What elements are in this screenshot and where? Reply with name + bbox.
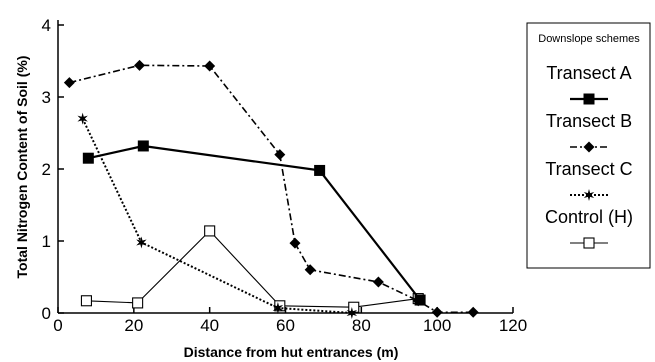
series-transect-b [63, 59, 479, 318]
x-axis-title: Distance from hut entrances (m) [184, 344, 399, 360]
x-tick-label: 60 [276, 316, 295, 335]
legend-label: Transect B [546, 111, 632, 131]
data-point [63, 77, 75, 89]
legend-label: Control (H) [545, 207, 633, 227]
x-tick-label: 80 [352, 316, 371, 335]
data-point [414, 294, 426, 306]
data-point [372, 276, 384, 288]
x-tick-label: 0 [53, 316, 62, 335]
legend-label: Transect C [545, 159, 632, 179]
x-tick-label: 40 [200, 316, 219, 335]
series-line [86, 230, 419, 308]
data-point [204, 60, 216, 72]
y-tick-label: 1 [42, 232, 51, 251]
data-point [304, 264, 316, 276]
data-point [289, 237, 301, 249]
y-axis-title: Total Nitrogen Content of Soil (%) [14, 56, 30, 279]
data-point [467, 306, 479, 318]
x-tick-label: 20 [124, 316, 143, 335]
data-point [136, 236, 147, 249]
series-layer [63, 59, 479, 319]
data-point [137, 140, 149, 152]
legend-swatch-marker [583, 237, 595, 249]
data-point [272, 301, 284, 314]
legend-title: Downslope schemes [538, 33, 640, 45]
data-point [82, 152, 94, 164]
x-tick-label: 120 [499, 316, 527, 335]
legend-swatch-marker [583, 93, 595, 105]
legend-entries: Transect A Transect B Transect C Control (H… [545, 63, 633, 249]
y-tick-label: 3 [42, 88, 51, 107]
series-line [81, 118, 352, 314]
data-point [77, 112, 88, 125]
series-line [88, 144, 421, 301]
data-point [431, 306, 443, 318]
series-transect-a [82, 140, 426, 306]
series-transect-c [77, 112, 358, 319]
y-tick-label: 2 [42, 160, 51, 179]
data-point [80, 295, 92, 307]
data-point [204, 225, 216, 237]
series-line [69, 64, 474, 314]
data-point [132, 297, 144, 309]
y-tick-label: 0 [42, 304, 51, 323]
y-tick-label: 4 [42, 16, 51, 35]
data-point [314, 164, 326, 176]
legend-label: Transect A [546, 63, 631, 83]
data-point [134, 59, 146, 71]
data-point [346, 307, 358, 319]
data-point [274, 149, 286, 161]
x-tick-label: 100 [423, 316, 451, 335]
legend-swatch-marker [583, 189, 595, 201]
data-point [348, 301, 360, 313]
legend-swatch-marker [583, 141, 595, 153]
